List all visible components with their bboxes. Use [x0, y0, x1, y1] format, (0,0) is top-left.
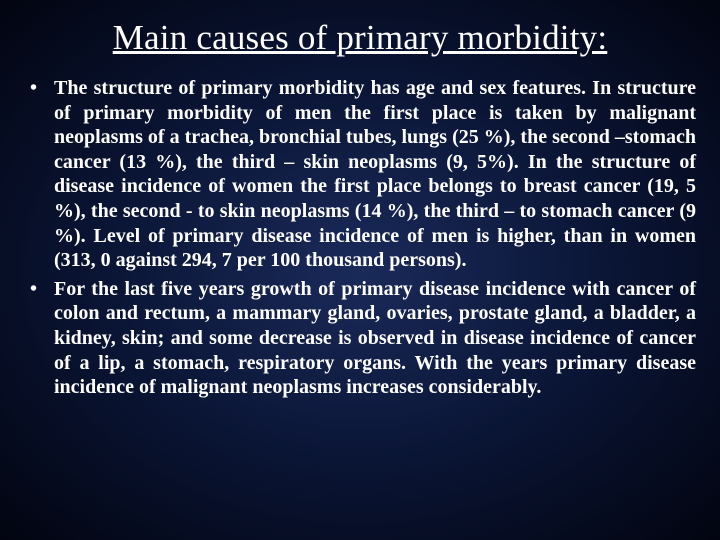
bullet-item: For the last five years growth of primar…	[24, 277, 696, 400]
bullet-list: The structure of primary morbidity has a…	[24, 76, 696, 400]
bullet-item: The structure of primary morbidity has a…	[24, 76, 696, 273]
slide-title: Main causes of primary morbidity:	[24, 18, 696, 58]
